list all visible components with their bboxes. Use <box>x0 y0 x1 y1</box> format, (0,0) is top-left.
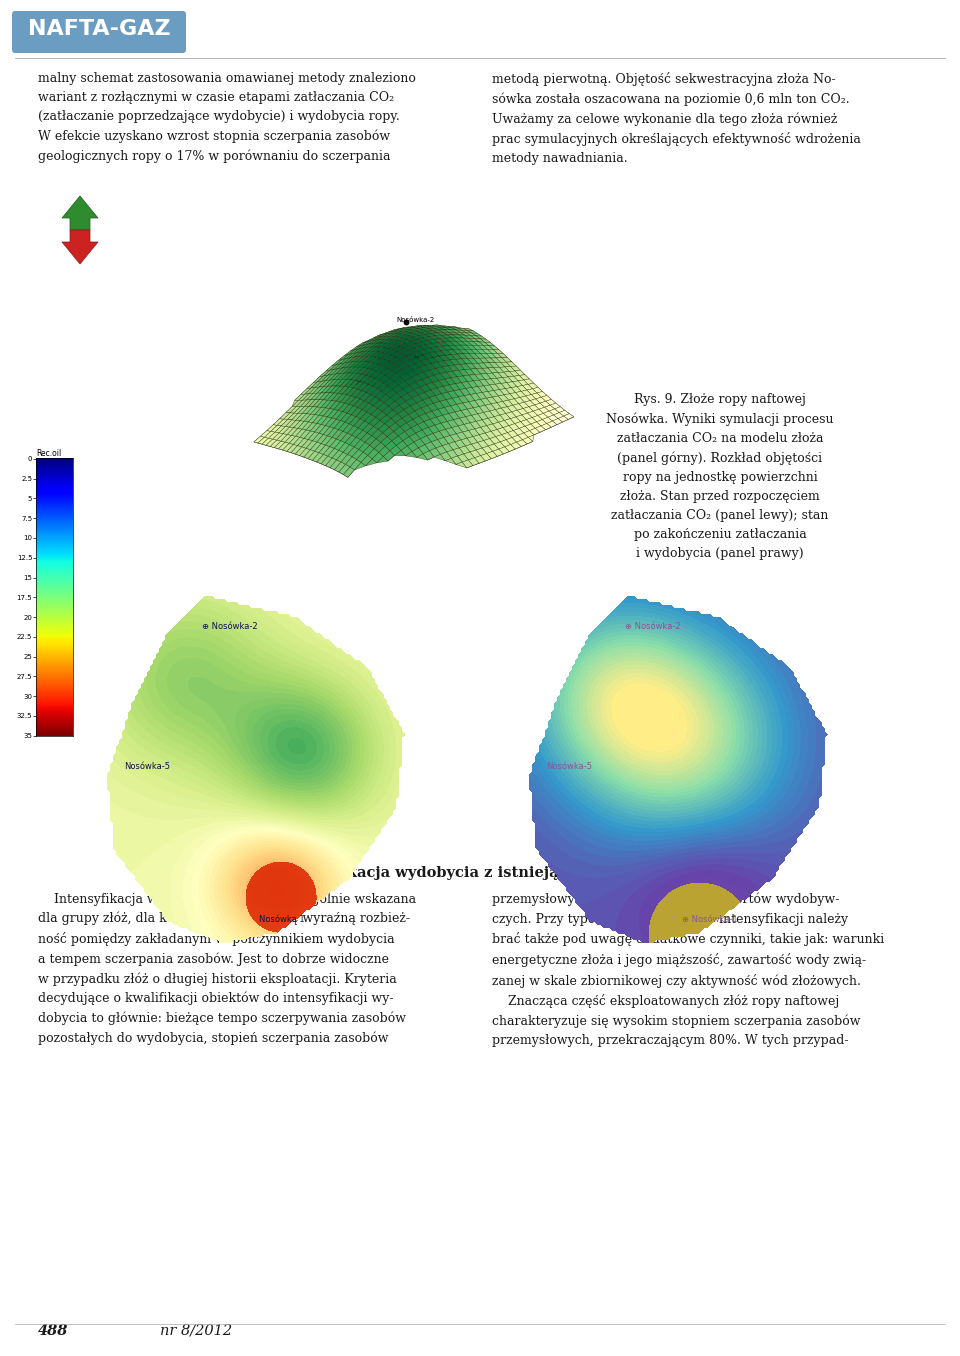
Text: NAFTA-GAZ: NAFTA-GAZ <box>28 19 170 39</box>
Text: Nosówka 1: Nosówka 1 <box>259 915 305 925</box>
Text: Intensyfikacja wydobycia ropy jest szczególnie wskazana
dla grupy złóż, dla któr: Intensyfikacja wydobycia ropy jest szcze… <box>38 892 416 1045</box>
FancyBboxPatch shape <box>12 11 186 53</box>
Text: Rys. 9. Złoże ropy naftowej
Nosówka. Wyniki symulacji procesu
zatłaczania CO₂ na: Rys. 9. Złoże ropy naftowej Nosówka. Wyn… <box>607 393 833 560</box>
Text: ⊕ Nosówka-2: ⊕ Nosówka-2 <box>203 622 258 631</box>
Text: Nosówka-5: Nosówka-5 <box>124 762 170 772</box>
Polygon shape <box>62 197 98 231</box>
Text: ⊕ Nosówka-2: ⊕ Nosówka-2 <box>625 622 681 631</box>
Text: przemysłowych ropy i wydajność odwiertów wydobyw-
czych. Przy typowaniu obiektów: przemysłowych ropy i wydajność odwiertów… <box>492 892 884 1047</box>
Text: Intensyfikacja wydobycia z istniejących odwiertów: Intensyfikacja wydobycia z istniejących … <box>275 865 685 880</box>
Text: malny schemat zastosowania omawianej metody znaleziono
wariant z rozłącznymi w c: malny schemat zastosowania omawianej met… <box>38 72 416 163</box>
Text: 488: 488 <box>38 1323 68 1338</box>
Text: Nosówka-5: Nosówka-5 <box>546 762 592 772</box>
Text: Rec.oil: Rec.oil <box>36 449 61 457</box>
Text: ⊕ Nosówka-1: ⊕ Nosówka-1 <box>682 915 737 925</box>
Text: metodą pierwotną. Objętość sekwestracyjna złoża No-
sówka została oszacowana na : metodą pierwotną. Objętość sekwestracyjn… <box>492 72 861 165</box>
Polygon shape <box>62 231 98 264</box>
Text: nr 8/2012: nr 8/2012 <box>160 1323 232 1338</box>
